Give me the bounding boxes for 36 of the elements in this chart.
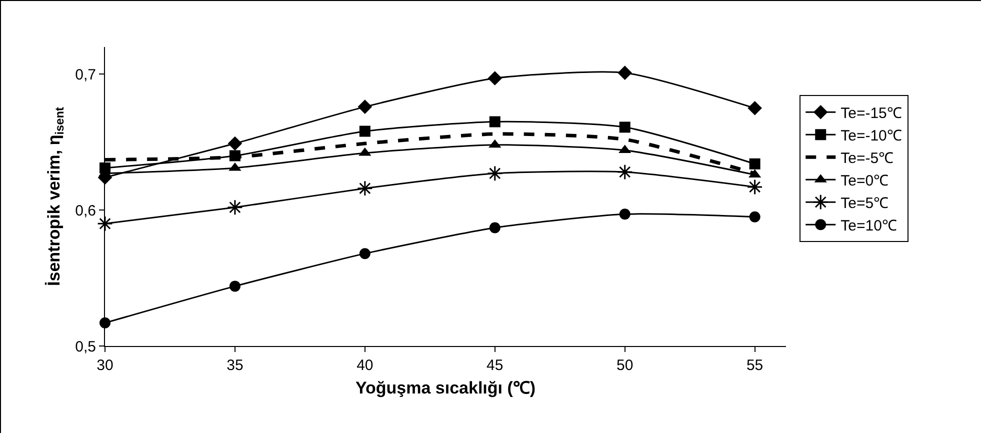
x-axis-title: Yoğuşma sıcaklığı (℃)	[355, 378, 536, 398]
point	[229, 280, 240, 292]
point	[749, 211, 760, 222]
x-tick-label: 35	[226, 357, 244, 374]
x-tick-label: 30	[96, 357, 114, 374]
y-tick-label: 0,7	[75, 66, 96, 84]
y-tick-label: 0,5	[75, 338, 96, 356]
legend-label: Te=10℃	[840, 217, 897, 234]
x-tick-label: 45	[486, 357, 504, 374]
point	[489, 222, 500, 234]
point	[748, 101, 762, 116]
point	[227, 199, 243, 216]
point	[618, 66, 632, 80]
legend-label: Te=-5℃	[840, 150, 894, 167]
point	[97, 216, 113, 232]
point	[616, 164, 633, 180]
point	[359, 126, 370, 137]
x-tick-label: 50	[616, 357, 634, 374]
point	[228, 136, 242, 151]
point	[356, 180, 373, 196]
point	[358, 100, 372, 114]
x-tick-label: 55	[746, 357, 764, 374]
point	[619, 122, 630, 133]
point	[619, 208, 630, 220]
legend-label: Te=-15℃	[840, 104, 902, 122]
point	[486, 165, 503, 182]
x-tick-label: 40	[356, 357, 374, 374]
legend-label: Te=0℃	[840, 172, 889, 190]
point	[749, 158, 760, 170]
legend-label: Te=5℃	[840, 194, 889, 212]
point	[746, 179, 763, 195]
point	[359, 248, 370, 260]
point	[488, 71, 502, 86]
point	[489, 116, 500, 128]
y-tick-label: 0,6	[75, 202, 96, 220]
legend-label: Te=-10℃	[840, 127, 902, 144]
